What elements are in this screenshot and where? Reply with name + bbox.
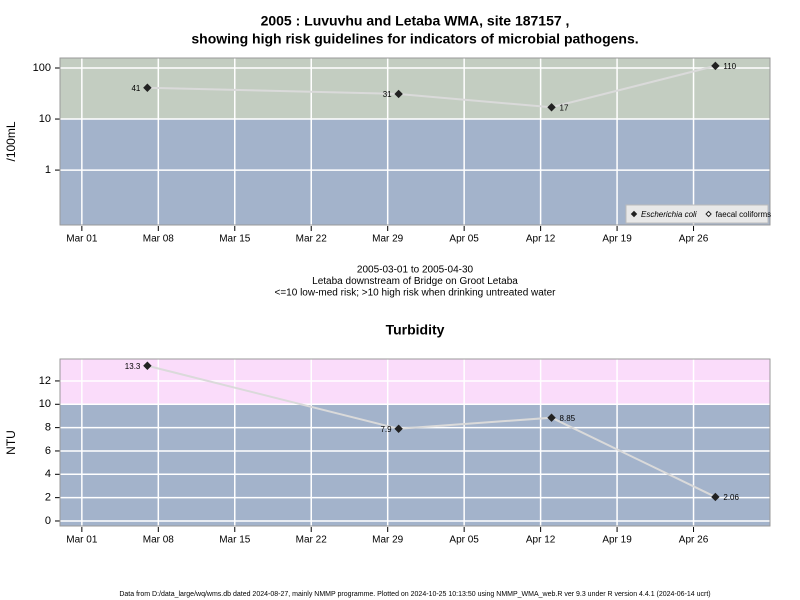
- x-tick-label: Apr 12: [526, 234, 556, 245]
- x-tick-label: Mar 22: [296, 535, 328, 546]
- x-tick-label: Apr 19: [602, 234, 632, 245]
- x-tick-label: Apr 12: [526, 535, 556, 546]
- x-tick-label: Mar 08: [143, 535, 175, 546]
- y-tick-label: 100: [33, 62, 51, 74]
- y-tick-label: 2: [45, 492, 51, 504]
- data-point: [711, 61, 720, 71]
- y-axis-label: /100mL: [4, 121, 18, 161]
- data-label: 17: [560, 103, 569, 112]
- plot-frame: [59, 57, 771, 226]
- y-tick-label: 1: [45, 164, 51, 176]
- legend-label: faecal coliforms: [716, 210, 772, 219]
- x-tick-label: Mar 15: [219, 535, 251, 546]
- legend-marker: [630, 210, 638, 218]
- data-label: 31: [383, 90, 392, 99]
- data-label: 7.9: [380, 425, 392, 434]
- x-tick-label: Mar 15: [219, 234, 251, 245]
- series-line: [147, 364, 716, 498]
- chart-subtitle: 2005-03-01 to 2005-04-30: [357, 265, 474, 276]
- chart-title: Turbidity: [386, 322, 445, 338]
- x-tick-label: Mar 22: [296, 234, 328, 245]
- legend-box: [625, 204, 769, 224]
- chart-title: 2005 : Luvuvhu and Letaba WMA, site 1871…: [261, 13, 570, 29]
- x-tick-label: Mar 29: [372, 535, 404, 546]
- data-label: 2.06: [723, 493, 739, 502]
- y-tick-label: 10: [39, 113, 51, 125]
- band-below: [60, 404, 770, 526]
- y-tick-label: 12: [39, 375, 51, 387]
- chart-subtitle: Letaba downstream of Bridge on Groot Let…: [312, 276, 518, 287]
- x-tick-label: Apr 19: [602, 535, 632, 546]
- data-point: [143, 83, 152, 92]
- chart-title: showing high risk guidelines for indicat…: [191, 31, 638, 47]
- data-point: [711, 492, 720, 502]
- data-point: [547, 103, 556, 112]
- data-label: 110: [723, 62, 736, 71]
- data-label: 13.3: [125, 362, 141, 371]
- plot-frame: [59, 358, 771, 527]
- x-tick-label: Mar 08: [143, 234, 175, 245]
- legend-label: Escherichia coli: [641, 210, 697, 219]
- y-tick-label: 10: [39, 398, 51, 410]
- x-tick-label: Apr 05: [449, 535, 479, 546]
- y-tick-label: 0: [45, 515, 51, 527]
- y-tick-label: 4: [45, 468, 51, 480]
- data-label: 8.85: [560, 414, 576, 423]
- data-point: [143, 361, 152, 370]
- footer: Data from D:/data_large/wq/wms.db dated …: [119, 591, 710, 598]
- x-tick-label: Apr 26: [679, 234, 709, 245]
- data-label: 41: [131, 84, 140, 93]
- x-tick-label: Apr 05: [449, 234, 479, 245]
- x-tick-label: Apr 26: [679, 535, 709, 546]
- y-tick-label: 8: [45, 422, 51, 434]
- data-point: [394, 89, 403, 99]
- y-axis-label: NTU: [4, 430, 18, 455]
- chart-subtitle: <=10 low-med risk; >10 high risk when dr…: [275, 288, 557, 299]
- x-tick-label: Mar 01: [66, 234, 98, 245]
- legend-marker: [705, 210, 712, 218]
- y-tick-label: 6: [45, 445, 51, 457]
- x-tick-label: Mar 29: [372, 234, 404, 245]
- data-point: [394, 424, 403, 433]
- data-point: [547, 413, 556, 422]
- series-line: [147, 64, 716, 109]
- x-tick-label: Mar 01: [66, 535, 98, 546]
